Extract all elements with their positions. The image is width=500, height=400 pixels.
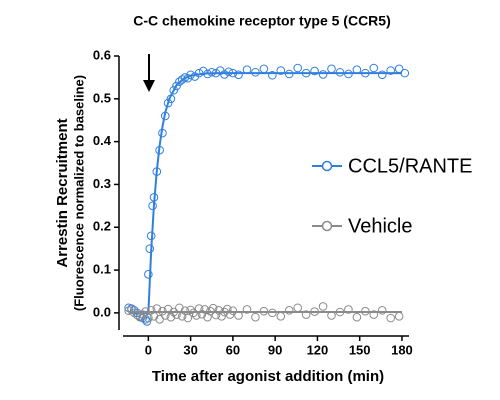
data-point xyxy=(251,312,260,322)
x-tick-label: 120 xyxy=(307,342,329,357)
data-point xyxy=(200,305,210,314)
data-point xyxy=(180,306,190,316)
x-tick-label: 0 xyxy=(145,342,152,357)
y-tick-label: 0.3 xyxy=(93,176,111,191)
data-point xyxy=(327,64,336,74)
y-tick-label: 0.1 xyxy=(93,262,111,277)
data-point xyxy=(169,85,179,95)
x-tick-label: 60 xyxy=(226,342,240,357)
data-point xyxy=(344,305,353,314)
data-point xyxy=(276,312,286,321)
data-point xyxy=(199,66,208,76)
y-tick-label: 0.0 xyxy=(93,304,111,319)
legend-entry: CCL5/RANTE xyxy=(312,155,472,177)
data-point xyxy=(377,70,387,80)
data-point xyxy=(183,313,193,323)
data-point xyxy=(293,303,302,313)
data-point xyxy=(268,70,277,80)
data-point xyxy=(293,63,302,73)
data-point xyxy=(177,75,187,84)
legend-label: Vehicle xyxy=(348,215,413,237)
y-axis-label-line: (Fluorescence normalized to baseline) xyxy=(71,75,86,311)
data-point xyxy=(175,77,184,86)
agonist-arrow xyxy=(143,54,155,92)
data-point xyxy=(386,313,395,323)
fit-line xyxy=(128,72,402,314)
data-point xyxy=(163,98,173,108)
data-point xyxy=(144,313,153,323)
data-point xyxy=(186,305,195,315)
y-axis-label: Arrestin Recruitment (Fluorescence norma… xyxy=(54,75,86,311)
data-point xyxy=(386,66,395,75)
legend-marker xyxy=(321,160,333,172)
x-tick-label: 150 xyxy=(349,342,371,357)
data-point xyxy=(301,310,311,319)
data-point xyxy=(148,201,157,211)
x-tick-label: 90 xyxy=(268,342,282,357)
legend-label: CCL5/RANTE xyxy=(348,155,472,177)
y-tick-label: 0.2 xyxy=(93,219,111,234)
y-tick-label: 0.4 xyxy=(93,133,112,148)
data-point xyxy=(242,305,252,314)
data-point xyxy=(220,70,229,79)
data-point xyxy=(224,67,233,77)
data-point xyxy=(228,306,238,316)
x-axis-label: Time after agonist addition (min) xyxy=(152,368,384,385)
data-point xyxy=(135,312,145,322)
data-point xyxy=(259,64,269,74)
data-point xyxy=(172,81,181,91)
x-tick-label: 180 xyxy=(391,342,413,357)
data-point xyxy=(310,66,319,76)
data-point xyxy=(144,270,153,279)
data-point xyxy=(377,306,387,315)
y-tick-label: 0.6 xyxy=(93,47,111,62)
data-point xyxy=(145,244,155,253)
data-point xyxy=(284,306,294,315)
data-point xyxy=(400,68,410,78)
y-tick-label: 0.5 xyxy=(93,90,111,105)
data-point xyxy=(166,312,176,322)
data-point xyxy=(276,66,286,75)
data-point xyxy=(318,302,328,311)
x-tick-label: 30 xyxy=(183,342,197,357)
data-point xyxy=(369,310,379,319)
data-point xyxy=(394,312,404,321)
data-point xyxy=(352,312,362,322)
chart-title: C-C chemokine receptor type 5 (CCR5) xyxy=(133,13,391,29)
legend-entry: Vehicle xyxy=(312,215,413,237)
data-point xyxy=(369,63,379,73)
data-point xyxy=(234,70,243,80)
legend-marker xyxy=(321,220,333,232)
data-point xyxy=(318,70,328,79)
y-axis-label-line: Arrestin Recruitment xyxy=(54,118,71,267)
